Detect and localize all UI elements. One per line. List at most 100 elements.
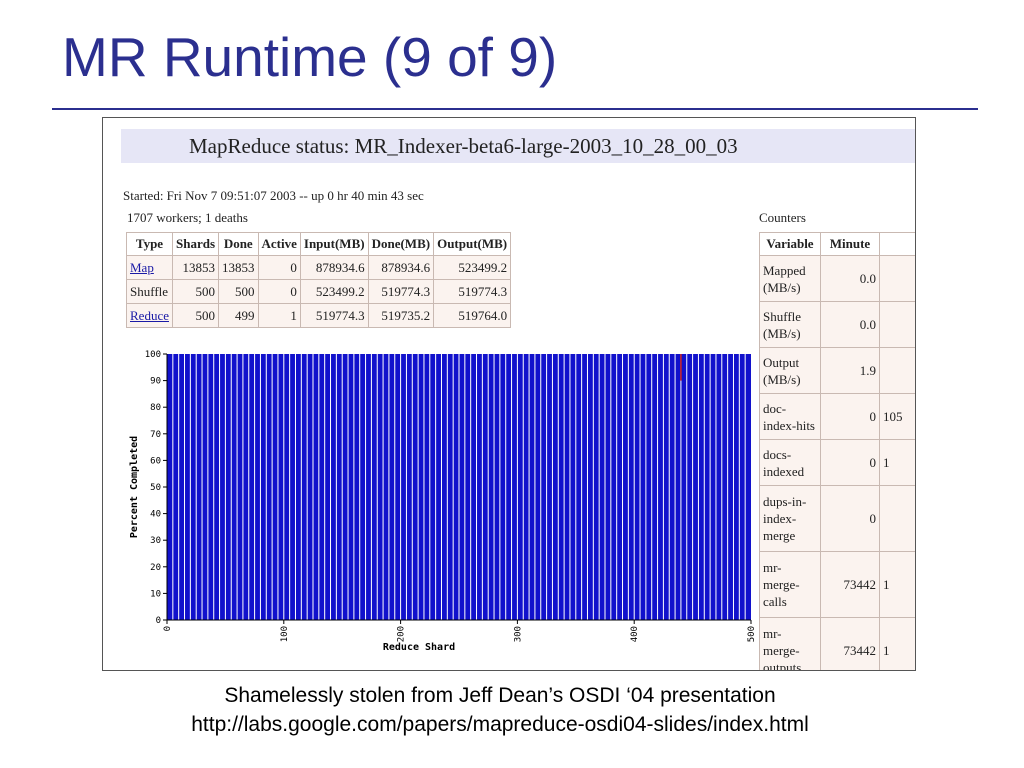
- counter-extra-cell: 105: [879, 393, 915, 440]
- counter-minute-cell: 73442: [820, 551, 880, 618]
- done-mb-cell: 519735.2: [367, 303, 435, 328]
- y-tick-label: 10: [150, 589, 161, 599]
- caption-url: http://labs.google.com/papers/mapreduce-…: [191, 713, 809, 736]
- table-row: mr-merge-calls 73442 1: [759, 551, 915, 618]
- caption-credit: Shamelessly stolen from Jeff Dean’s OSDI…: [224, 684, 776, 707]
- x-tick-label: 0: [163, 626, 173, 631]
- y-tick-label: 50: [150, 483, 161, 493]
- col-minute: Minute: [820, 232, 880, 256]
- table-row: doc-index-hits 0 105: [759, 393, 915, 440]
- y-tick-label: 30: [150, 536, 161, 546]
- table-row: Reduce 500 499 1 519774.3 519735.2 51976…: [126, 303, 512, 328]
- done-cell: 13853: [218, 255, 259, 280]
- title-divider: [52, 108, 978, 110]
- col-output: Output(MB): [433, 232, 512, 256]
- task-type-cell: Shuffle: [126, 279, 173, 304]
- status-heading: MapReduce status: MR_Indexer-beta6-large…: [121, 129, 915, 163]
- col-input: Input(MB): [299, 232, 369, 256]
- mapreduce-status-screenshot: MapReduce status: MR_Indexer-beta6-large…: [102, 117, 916, 671]
- x-axis-label: Reduce Shard: [383, 642, 455, 653]
- done-mb-cell: 878934.6: [367, 255, 435, 280]
- y-axis-label: Percent Completed: [129, 436, 140, 538]
- active-cell: 0: [257, 279, 301, 304]
- done-cell: 500: [218, 279, 259, 304]
- input-cell: 523499.2: [299, 279, 369, 304]
- x-tick-label: 300: [513, 626, 523, 642]
- counter-variable-cell: doc-index-hits: [759, 393, 821, 440]
- done-mb-cell: 519774.3: [367, 279, 435, 304]
- counters-table: Variable Minute Mapped (MB/s) 0.0 Shuffle …: [759, 232, 915, 670]
- table-row: mr-merge-outputs 73442 1: [759, 617, 915, 670]
- col-type: Type: [126, 232, 173, 256]
- started-text: Started: Fri Nov 7 09:51:07 2003 -- up 0…: [123, 188, 424, 203]
- counter-minute-cell: 1.9: [820, 347, 880, 394]
- reduce-link[interactable]: Reduce: [130, 307, 169, 323]
- y-tick-label: 0: [156, 616, 161, 626]
- counter-variable-cell: Shuffle (MB/s): [759, 301, 821, 348]
- x-tick-label: 100: [280, 626, 290, 642]
- col-done-mb: Done(MB): [367, 232, 435, 256]
- col-done: Done: [218, 232, 259, 256]
- input-cell: 878934.6: [299, 255, 369, 280]
- counter-minute-cell: 0: [820, 485, 880, 552]
- y-tick-label: 40: [150, 510, 161, 520]
- counter-extra-cell: 1: [879, 617, 915, 670]
- active-cell: 1: [257, 303, 301, 328]
- map-link[interactable]: Map: [130, 259, 154, 275]
- col-variable: Variable: [759, 232, 821, 256]
- table-row: Shuffle (MB/s) 0.0: [759, 301, 915, 348]
- counter-extra-cell: [879, 255, 915, 302]
- output-cell: 519774.3: [433, 279, 512, 304]
- y-tick-label: 90: [150, 377, 161, 387]
- counter-extra-cell: [879, 485, 915, 552]
- counter-minute-cell: 0.0: [820, 301, 880, 348]
- input-cell: 519774.3: [299, 303, 369, 328]
- counter-variable-cell: docs-indexed: [759, 439, 821, 486]
- y-tick-label: 60: [150, 456, 161, 466]
- counters-label: Counters: [759, 210, 806, 225]
- counter-minute-cell: 0: [820, 439, 880, 486]
- col-active: Active: [257, 232, 301, 256]
- counter-minute-cell: 73442: [820, 617, 880, 670]
- y-tick-label: 70: [150, 430, 161, 440]
- counters-header-row: Variable Minute: [759, 232, 915, 256]
- x-tick-label: 400: [630, 626, 640, 642]
- percent-completed-chart: 0 10 20 30 40 50 60 70 80 90 100 0 100 200 300 400 500 Re…: [129, 350, 757, 653]
- active-cell: 0: [257, 255, 301, 280]
- shards-cell: 500: [171, 279, 220, 304]
- counter-minute-cell: 0.0: [820, 255, 880, 302]
- y-tick-label: 80: [150, 403, 161, 413]
- shards-cell: 500: [171, 303, 220, 328]
- x-tick-label: 200: [397, 626, 407, 642]
- workers-text: 1707 workers; 1 deaths: [127, 210, 248, 225]
- table-row: Map 13853 13853 0 878934.6 878934.6 5234…: [126, 255, 512, 280]
- counter-extra-cell: [879, 347, 915, 394]
- tasks-table: Type Shards Done Active Input(MB) Done(M…: [126, 232, 512, 328]
- output-cell: 519764.0: [433, 303, 512, 328]
- counter-extra-cell: [879, 301, 915, 348]
- counter-variable-cell: mr-merge-outputs: [759, 617, 821, 670]
- slide-title: MR Runtime (9 of 9): [62, 26, 558, 88]
- y-tick-label: 20: [150, 563, 161, 573]
- counter-extra-cell: 1: [879, 439, 915, 486]
- counter-variable-cell: Mapped (MB/s): [759, 255, 821, 302]
- task-type-cell: Map: [126, 255, 173, 280]
- x-tick-label: 500: [747, 626, 757, 642]
- counter-extra-cell: 1: [879, 551, 915, 618]
- tasks-header-row: Type Shards Done Active Input(MB) Done(M…: [126, 232, 512, 256]
- shards-cell: 13853: [171, 255, 220, 280]
- done-cell: 499: [218, 303, 259, 328]
- counter-variable-cell: Output (MB/s): [759, 347, 821, 394]
- counter-minute-cell: 0: [820, 393, 880, 440]
- table-row: Mapped (MB/s) 0.0: [759, 255, 915, 302]
- col-extra: [879, 232, 915, 256]
- col-shards: Shards: [171, 232, 220, 256]
- table-row: Output (MB/s) 1.9: [759, 347, 915, 394]
- table-row: dups-in-index-merge 0: [759, 485, 915, 552]
- task-type-cell: Reduce: [126, 303, 173, 328]
- table-row: docs-indexed 0 1: [759, 439, 915, 486]
- table-row: Shuffle 500 500 0 523499.2 519774.3 5197…: [126, 279, 512, 304]
- counter-variable-cell: dups-in-index-merge: [759, 485, 821, 552]
- output-cell: 523499.2: [433, 255, 512, 280]
- y-tick-label: 100: [145, 350, 161, 360]
